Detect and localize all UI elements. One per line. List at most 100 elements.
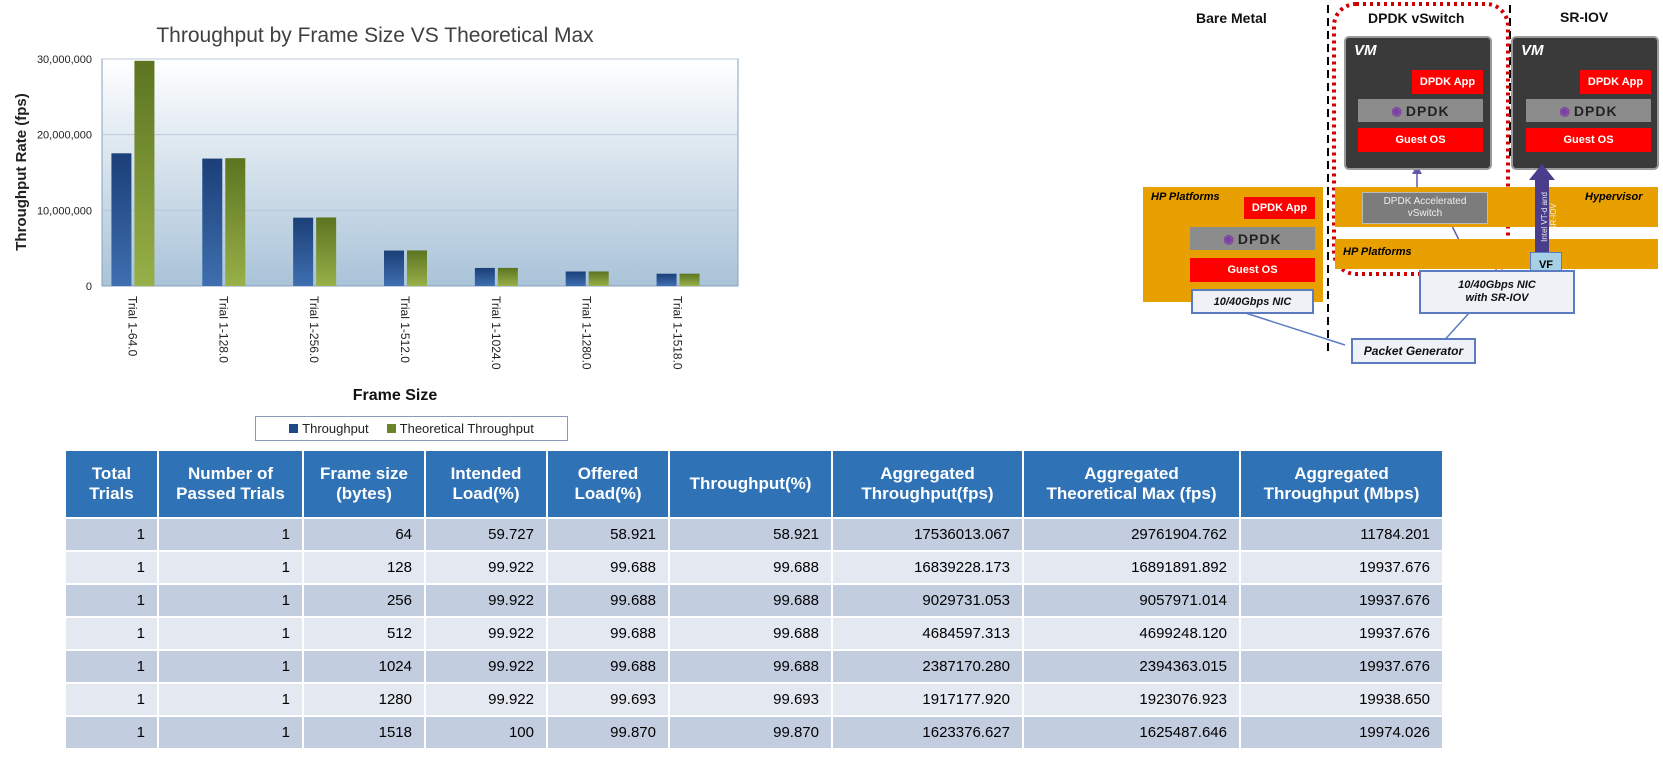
label-intel-vtd: Intel VT-d and SR-IOV [1540,192,1558,242]
table-cell: 99.922 [424,583,548,618]
header-dpdk-vswitch: DPDK vSwitch [1368,10,1465,26]
table-cell: 64 [302,517,426,552]
table-cell: 512 [302,616,426,651]
column-header: Intended Load(%) [424,449,548,519]
column-header: Number of Passed Trials [157,449,304,519]
table-cell: 99.688 [668,583,833,618]
legend-item-theoretical: Theoretical Throughput [386,421,534,436]
table-row: 1 1 128 99.922 99.688 99.688 16839228.173 16891… [64,550,1444,585]
sriov-dpdk-bar: ◉ DPDK [1526,99,1651,122]
table-cell: 29761904.762 [1022,517,1241,552]
hp-platform-layer [1335,239,1658,269]
vm-label-sriov: VM [1521,42,1544,59]
vswitch-dpdk-bar: ◉ DPDK [1358,99,1483,122]
table-cell: 99.688 [546,583,670,618]
table-cell: 1 [157,550,304,585]
table-cell: 1 [64,616,159,651]
table-cell: 2394363.015 [1022,649,1241,684]
table-cell: 99.688 [546,649,670,684]
table-cell: 1 [64,583,159,618]
dpdk-label: DPDK [1237,230,1282,247]
dpdk-accelerated-vswitch: DPDK Accelerated vSwitch [1362,192,1488,224]
table-cell: 19938.650 [1239,682,1444,717]
vm-label-vswitch: VM [1354,42,1377,59]
table-cell: 9057971.014 [1022,583,1241,618]
bar-theoretical-throughput [316,217,337,286]
column-header: Offered Load(%) [546,449,670,519]
table-row: 1 1 1024 99.922 99.688 99.688 2387170.280 23943… [64,649,1444,684]
table-cell: 4684597.313 [831,616,1024,651]
table-cell: 2387170.280 [831,649,1024,684]
y-tick-label: 0 [86,281,92,293]
chart-title: Throughput by Frame Size VS Theoretical … [156,24,594,47]
table-cell: 16839228.173 [831,550,1024,585]
table-cell: 99.688 [668,649,833,684]
legend-label: Theoretical Throughput [399,421,534,436]
table-cell: 58.921 [668,517,833,552]
bar-throughput [384,250,404,286]
bare-dpdk-app: DPDK App [1244,197,1315,219]
table-cell: 99.693 [546,682,670,717]
label-hypervisor: Hypervisor [1585,191,1643,203]
nic-sriov-label: 10/40Gbps NIC with SR-IOV [1458,279,1536,304]
table-cell: 19937.676 [1239,583,1444,618]
x-tick-label: Trial 1-64.0 [125,296,139,357]
column-header: Throughput(%) [668,449,833,519]
bar-theoretical-throughput [225,158,246,286]
table-row: 1 1 1518 100 99.870 99.870 1623376.627 1625487.… [64,715,1444,750]
table-cell: 99.688 [546,616,670,651]
table-cell: 99.870 [546,715,670,750]
bar-throughput [474,267,495,286]
sriov-passthrough-arrow [1529,164,1555,254]
y-tick-label: 10,000,000 [37,205,92,217]
x-tick-label: Trial 1-512.0 [398,296,412,363]
vswitch-guest-os: Guest OS [1358,128,1483,152]
label-hp-platforms-right: HP Platforms [1343,246,1412,258]
table-cell: 1923076.923 [1022,682,1241,717]
bar-theoretical-throughput [679,273,700,286]
bar-throughput [293,217,314,286]
dpdk-label: DPDK [1405,102,1450,119]
table-cell: 19937.676 [1239,649,1444,684]
x-tick-label: Trial 1-1518.0 [671,296,685,370]
x-tick-label: Trial 1-256.0 [307,296,321,363]
table-cell: 99.922 [424,616,548,651]
sriov-guest-os: Guest OS [1526,128,1651,152]
table-cell: 19937.676 [1239,616,1444,651]
table-cell: 1917177.920 [831,682,1024,717]
bar-theoretical-throughput [497,267,518,286]
table-cell: 1 [157,715,304,750]
x-tick-label: Trial 1-128.0 [216,296,230,363]
table-cell: 58.921 [546,517,670,552]
table-row: 1 1 256 99.922 99.688 99.688 9029731.053 905797… [64,583,1444,618]
table-row: 1 1 64 59.727 58.921 58.921 17536013.067 297619… [64,517,1444,552]
table-cell: 99.688 [546,550,670,585]
nic-bare-metal: 10/40Gbps NIC [1191,289,1314,314]
table-cell: 99.688 [668,550,833,585]
legend-label: Throughput [302,421,369,436]
table-cell: 11784.201 [1239,517,1444,552]
column-header: Aggregated Throughput(fps) [831,449,1024,519]
bare-dpdk-bar: ◉ DPDK [1190,227,1315,250]
bar-throughput [202,158,223,286]
table-cell: 99.688 [668,616,833,651]
table-cell: 1 [157,517,304,552]
table-cell: 19937.676 [1239,550,1444,585]
table-cell: 1 [64,550,159,585]
table-cell: 128 [302,550,426,585]
table-cell: 1625487.646 [1022,715,1241,750]
results-table: Total Trials Number of Passed Trials Frame… [64,449,1444,750]
bar-throughput [111,153,132,286]
table-cell: 100 [424,715,548,750]
table-row: 1 1 512 99.922 99.688 99.688 4684597.313 469924… [64,616,1444,651]
column-header: Total Trials [64,449,159,519]
table-cell: 99.922 [424,550,548,585]
x-axis-label: Frame Size [353,387,438,404]
x-tick-label: Trial 1-1024.0 [489,296,503,370]
nic-sriov: 10/40Gbps NIC with SR-IOV [1419,270,1575,314]
column-header: Frame size (bytes) [302,449,426,519]
y-tick-label: 20,000,000 [37,130,92,142]
vswitch-dpdk-app: DPDK App [1412,70,1483,94]
table-cell: 1 [157,616,304,651]
table-cell: 1 [157,682,304,717]
